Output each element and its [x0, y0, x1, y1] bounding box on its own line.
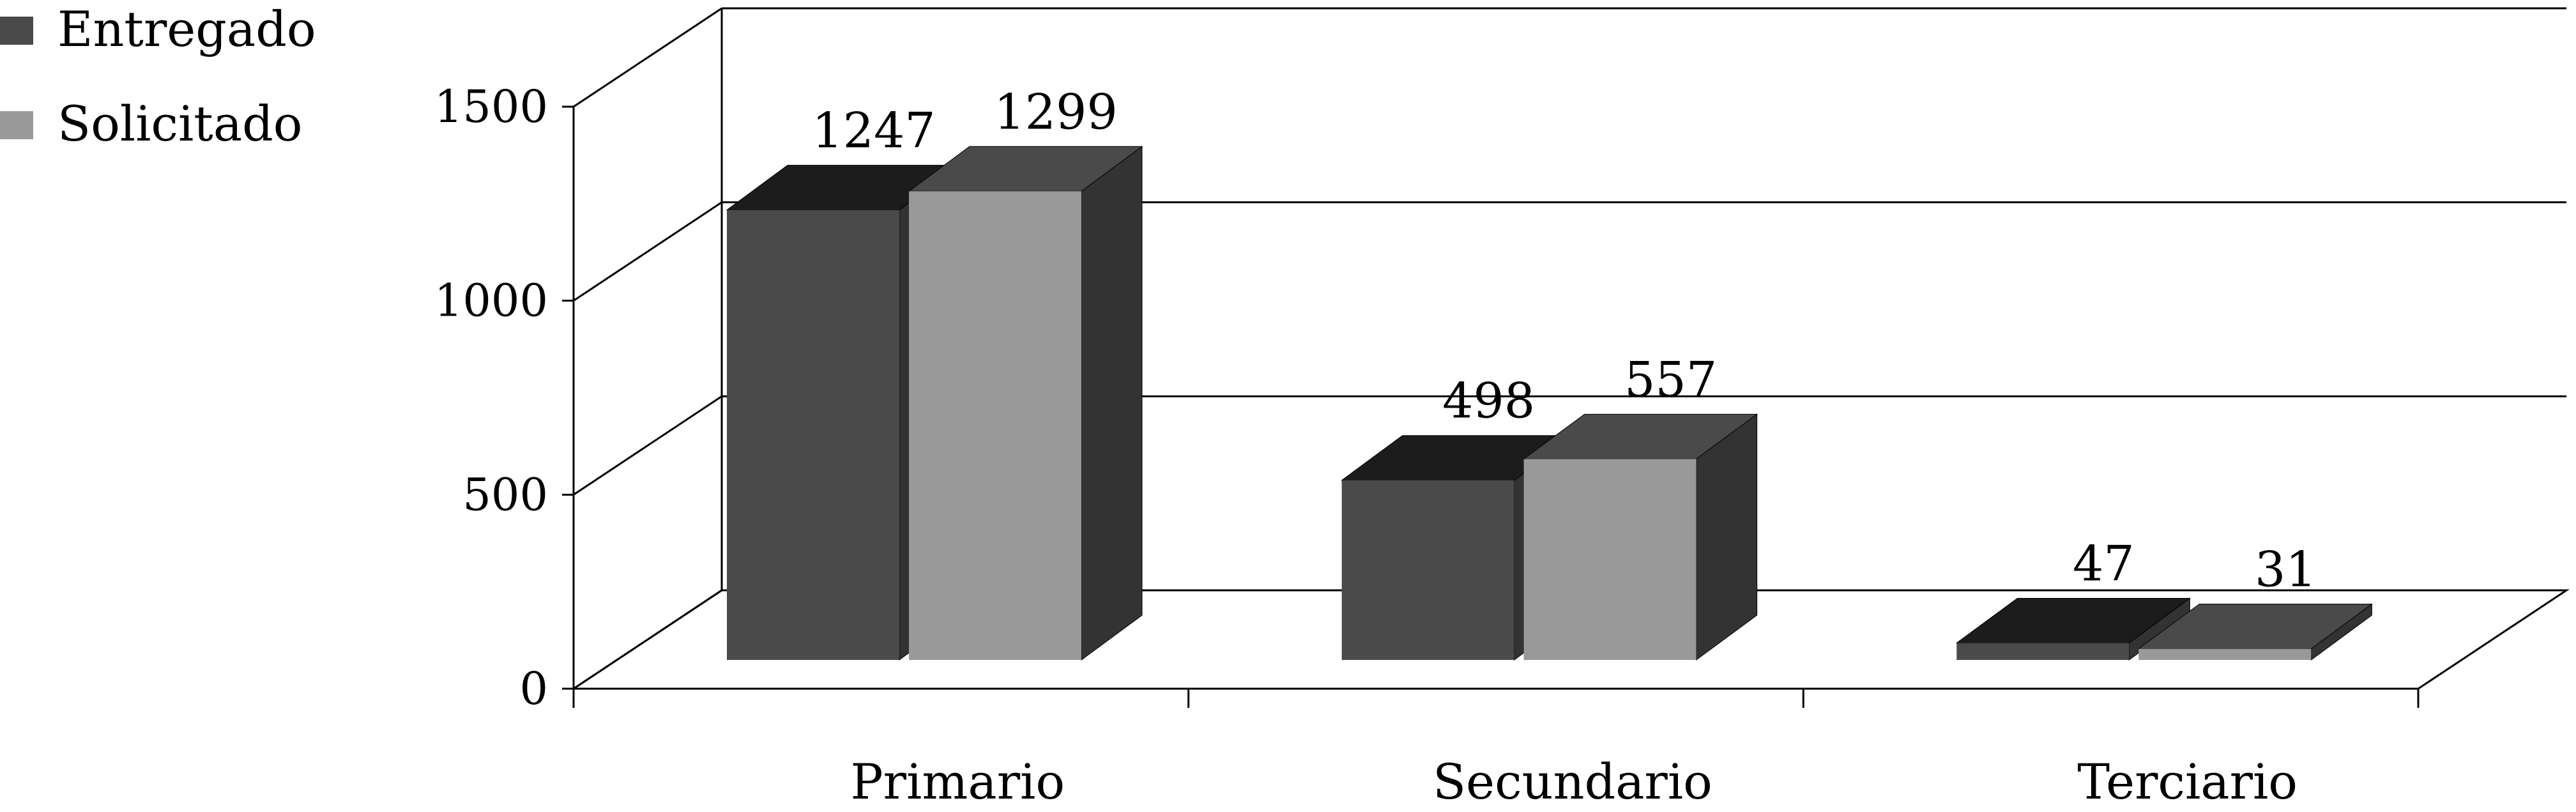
bar — [1956, 643, 2130, 660]
legend-swatch — [0, 111, 33, 139]
x-category-label: Terciario — [2077, 753, 2298, 810]
data-label: 557 — [1624, 351, 1717, 408]
gridline-side — [573, 7, 722, 108]
data-label: 498 — [1442, 372, 1535, 429]
x-category-label: Primario — [851, 753, 1065, 810]
y-tick-label: 0 — [519, 663, 548, 715]
data-label: 1299 — [994, 83, 1117, 140]
data-label: 31 — [2255, 540, 2317, 597]
bar — [1523, 459, 1696, 660]
data-label: 47 — [2073, 535, 2135, 592]
legend-label: Entregado — [57, 1, 316, 57]
y-tick-label: 1500 — [434, 80, 548, 133]
legend: Entregado Solicitado — [0, 1, 316, 152]
data-label: 1247 — [812, 102, 935, 159]
bar — [2138, 648, 2312, 660]
x-category-label: Secundario — [1433, 753, 1712, 810]
y-tick-label: 500 — [462, 468, 548, 521]
y-tick-label: 1000 — [434, 275, 548, 327]
legend-swatch — [0, 17, 33, 45]
bars — [726, 146, 2373, 661]
bar — [1341, 480, 1514, 660]
labels: 1247 1299 498 557 47 31 — [812, 83, 2316, 597]
bar-side — [1081, 146, 1143, 661]
gridline-side — [573, 395, 722, 496]
bar — [909, 191, 1081, 660]
bar — [727, 210, 899, 661]
axes: 0 500 1000 1500 Primario Secundario Terciario — [434, 80, 2420, 810]
legend-label: Solicitado — [57, 95, 303, 152]
gridline-side — [573, 201, 722, 302]
gridline-side — [573, 589, 722, 690]
